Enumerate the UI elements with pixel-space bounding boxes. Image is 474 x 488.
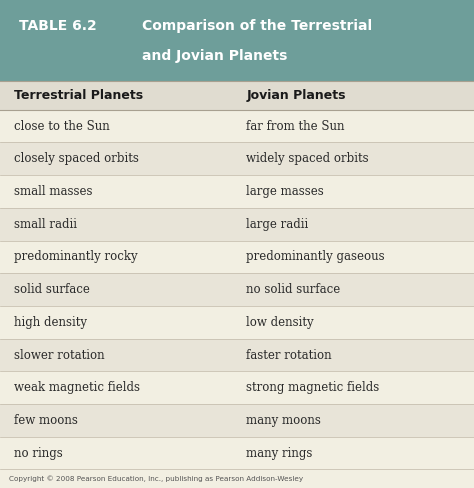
Text: Comparison of the Terrestrial: Comparison of the Terrestrial	[142, 19, 372, 33]
Text: Jovian Planets: Jovian Planets	[246, 89, 346, 102]
FancyBboxPatch shape	[0, 404, 474, 437]
FancyBboxPatch shape	[0, 142, 474, 175]
FancyBboxPatch shape	[0, 0, 474, 81]
Text: small radii: small radii	[14, 218, 77, 231]
FancyBboxPatch shape	[0, 110, 474, 142]
Text: faster rotation: faster rotation	[246, 348, 332, 362]
Text: solid surface: solid surface	[14, 283, 90, 296]
FancyBboxPatch shape	[0, 81, 474, 110]
Text: many rings: many rings	[246, 447, 313, 460]
Text: Terrestrial Planets: Terrestrial Planets	[14, 89, 143, 102]
Text: closely spaced orbits: closely spaced orbits	[14, 152, 139, 165]
Text: weak magnetic fields: weak magnetic fields	[14, 381, 140, 394]
Text: large radii: large radii	[246, 218, 309, 231]
Text: and Jovian Planets: and Jovian Planets	[142, 49, 288, 63]
FancyBboxPatch shape	[0, 175, 474, 208]
FancyBboxPatch shape	[0, 339, 474, 371]
Text: predominantly rocky: predominantly rocky	[14, 250, 138, 264]
Text: high density: high density	[14, 316, 87, 329]
FancyBboxPatch shape	[0, 241, 474, 273]
Text: strong magnetic fields: strong magnetic fields	[246, 381, 380, 394]
FancyBboxPatch shape	[0, 273, 474, 306]
Text: TABLE 6.2: TABLE 6.2	[19, 19, 97, 33]
Text: slower rotation: slower rotation	[14, 348, 105, 362]
Text: small masses: small masses	[14, 185, 93, 198]
Text: close to the Sun: close to the Sun	[14, 120, 110, 133]
Text: predominantly gaseous: predominantly gaseous	[246, 250, 385, 264]
FancyBboxPatch shape	[0, 306, 474, 339]
Text: Copyright © 2008 Pearson Education, Inc., publishing as Pearson Addison-Wesley: Copyright © 2008 Pearson Education, Inc.…	[9, 475, 304, 482]
Text: widely spaced orbits: widely spaced orbits	[246, 152, 369, 165]
Text: large masses: large masses	[246, 185, 324, 198]
Text: few moons: few moons	[14, 414, 78, 427]
FancyBboxPatch shape	[0, 371, 474, 404]
Text: no solid surface: no solid surface	[246, 283, 341, 296]
Text: far from the Sun: far from the Sun	[246, 120, 345, 133]
FancyBboxPatch shape	[0, 437, 474, 469]
Text: no rings: no rings	[14, 447, 63, 460]
Text: many moons: many moons	[246, 414, 321, 427]
Text: low density: low density	[246, 316, 314, 329]
FancyBboxPatch shape	[0, 208, 474, 241]
